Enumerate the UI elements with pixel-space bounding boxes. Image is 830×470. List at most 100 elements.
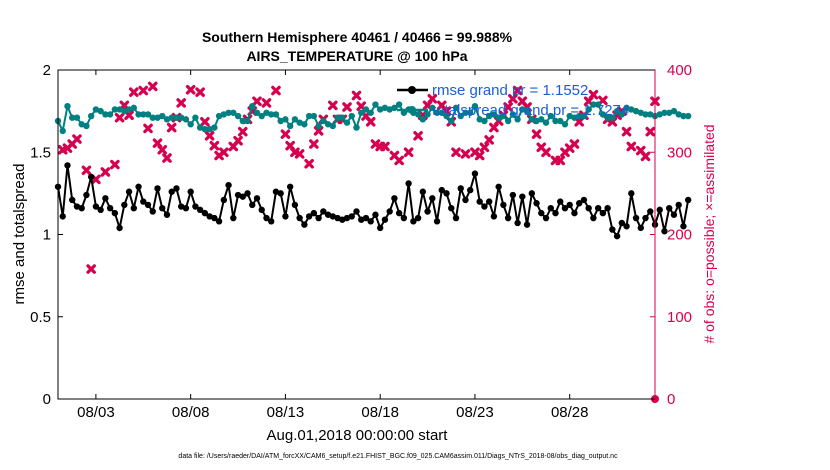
y-tick-label: 0.5 bbox=[30, 309, 51, 326]
rmse-point bbox=[268, 218, 275, 225]
totalspread-point bbox=[362, 106, 370, 113]
rmse-point bbox=[604, 204, 611, 212]
obs-assimilated-marker bbox=[119, 100, 130, 111]
obs-assimilated-marker bbox=[313, 126, 324, 136]
rmse-point bbox=[111, 209, 119, 217]
rmse-point bbox=[590, 214, 597, 222]
obs-assimilated-marker bbox=[219, 147, 229, 158]
totalspread-point bbox=[414, 111, 422, 118]
obs-assimilated-marker bbox=[233, 135, 243, 146]
totalspread-point bbox=[609, 114, 616, 121]
totalspread-point bbox=[173, 114, 180, 121]
totalspread-series bbox=[54, 101, 692, 135]
totalspread-point bbox=[249, 102, 256, 110]
rmse-point bbox=[414, 214, 422, 222]
rmse-point bbox=[301, 221, 308, 228]
obs-assimilated-marker bbox=[280, 129, 291, 139]
totalspread-point bbox=[680, 112, 687, 120]
totalspread-point bbox=[585, 106, 592, 113]
y2-axis-label: # of obs: o=possible; ×=assimilated bbox=[701, 124, 717, 343]
rmse-point bbox=[159, 204, 166, 212]
totalspread-point bbox=[481, 117, 488, 125]
rmse-point bbox=[547, 204, 554, 212]
rmse-point bbox=[277, 190, 284, 197]
totalspread-point bbox=[467, 109, 474, 116]
rmse-point bbox=[656, 206, 663, 214]
rmse-point bbox=[642, 214, 649, 222]
y-tick-label: 2 bbox=[43, 62, 51, 79]
x-axis-label: Aug.01,2018 00:00:00 start bbox=[267, 427, 449, 444]
obs-assimilated-marker bbox=[252, 96, 262, 107]
rmse-point bbox=[533, 200, 540, 207]
rmse-point bbox=[258, 206, 265, 214]
obs-assimilated-marker bbox=[200, 117, 210, 127]
rmse-point bbox=[495, 183, 502, 190]
rmse-point bbox=[381, 216, 389, 223]
rmse-point bbox=[680, 223, 687, 230]
rmse-point bbox=[130, 204, 138, 212]
rmse-point bbox=[282, 213, 289, 220]
rmse-point bbox=[609, 226, 616, 233]
y2-tick-label: 0 bbox=[667, 391, 675, 408]
rmse-point bbox=[253, 195, 261, 202]
totalspread-point bbox=[538, 116, 545, 123]
totalspread-point bbox=[590, 101, 597, 108]
totalspread-point bbox=[618, 111, 626, 118]
obs-assimilated-marker bbox=[209, 140, 220, 151]
rmse-point bbox=[675, 201, 682, 209]
rmse-point bbox=[476, 198, 483, 205]
rmse-point bbox=[552, 209, 559, 217]
obs-assimilated-marker bbox=[166, 122, 177, 133]
rmse-point bbox=[514, 219, 521, 227]
totalspread-point bbox=[670, 107, 678, 115]
rmse-point bbox=[519, 193, 526, 200]
rmse-point bbox=[467, 186, 474, 194]
rmse-point bbox=[348, 213, 355, 220]
rmse-point bbox=[429, 195, 436, 202]
rmse-point bbox=[585, 204, 592, 212]
totalspread-point bbox=[438, 109, 445, 116]
rmse-point bbox=[296, 214, 303, 222]
totalspread-point bbox=[580, 112, 588, 120]
rmse-point bbox=[504, 214, 512, 222]
obs-assimilated-marker bbox=[271, 85, 281, 96]
obs-assimilated-marker bbox=[195, 87, 205, 98]
rmse-point bbox=[310, 209, 318, 217]
rmse-point bbox=[666, 204, 673, 212]
obs-assimilated-marker bbox=[100, 167, 111, 177]
rmse-point bbox=[149, 208, 156, 215]
rmse-point bbox=[628, 190, 635, 197]
totalspread-point bbox=[419, 116, 427, 123]
totalspread-point bbox=[523, 107, 531, 115]
totalspread-point bbox=[514, 116, 521, 123]
plot-area bbox=[58, 70, 655, 399]
obs-assimilated-marker bbox=[304, 158, 314, 169]
rmse-point bbox=[135, 183, 142, 190]
totalspread-point bbox=[149, 114, 156, 121]
totalspread-point bbox=[135, 111, 142, 118]
rmse-point bbox=[362, 214, 370, 222]
totalspread-point bbox=[358, 109, 365, 116]
rmse-point bbox=[230, 214, 237, 222]
obs-assimilated-marker bbox=[479, 142, 490, 153]
rmse-point bbox=[405, 180, 412, 187]
totalspread-point bbox=[661, 109, 668, 116]
legend-spread-label: totalspread grand pr = 1.7274 bbox=[432, 102, 629, 119]
totalspread-point bbox=[329, 122, 337, 130]
obs-assimilated-marker bbox=[645, 126, 656, 137]
rmse-point bbox=[215, 218, 223, 225]
obs-assimilated-marker bbox=[143, 123, 153, 134]
rmse-point bbox=[400, 214, 408, 222]
rmse-point bbox=[523, 221, 531, 228]
rmse-point bbox=[125, 188, 133, 195]
obs-assimilated-marker bbox=[555, 155, 566, 166]
rmse-point bbox=[116, 224, 123, 232]
totalspread-point bbox=[286, 122, 294, 130]
rmse-point bbox=[59, 213, 66, 220]
x-tick-label: 08/08 bbox=[172, 404, 210, 421]
totalspread-point bbox=[424, 111, 431, 118]
obs-assimilated-marker bbox=[365, 117, 376, 127]
rmse-point bbox=[433, 218, 441, 225]
rmse-point bbox=[538, 209, 545, 217]
